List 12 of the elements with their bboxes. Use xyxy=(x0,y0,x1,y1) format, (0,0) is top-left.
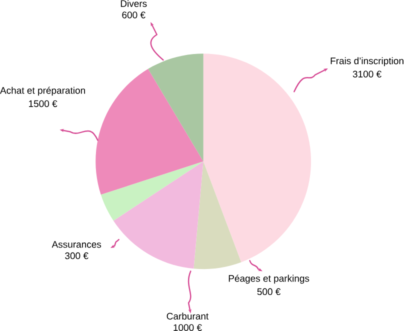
data-label: 3100 € xyxy=(352,70,382,78)
slice-label: Péages et parkings xyxy=(228,274,310,284)
data-label: 1000 € xyxy=(174,324,202,331)
data-label: 300 € xyxy=(65,252,88,260)
slice-label: Assurances xyxy=(52,241,102,248)
slice-label: Frais d’inscription xyxy=(330,57,404,66)
data-label: 600 € xyxy=(122,12,146,18)
data-label: 1500 € xyxy=(29,100,58,108)
slice-label: Carburant xyxy=(166,312,209,320)
slice-label: Achat et préparation xyxy=(0,86,85,96)
data-label: 500 € xyxy=(257,288,281,296)
slice-label: Divers xyxy=(120,0,147,7)
